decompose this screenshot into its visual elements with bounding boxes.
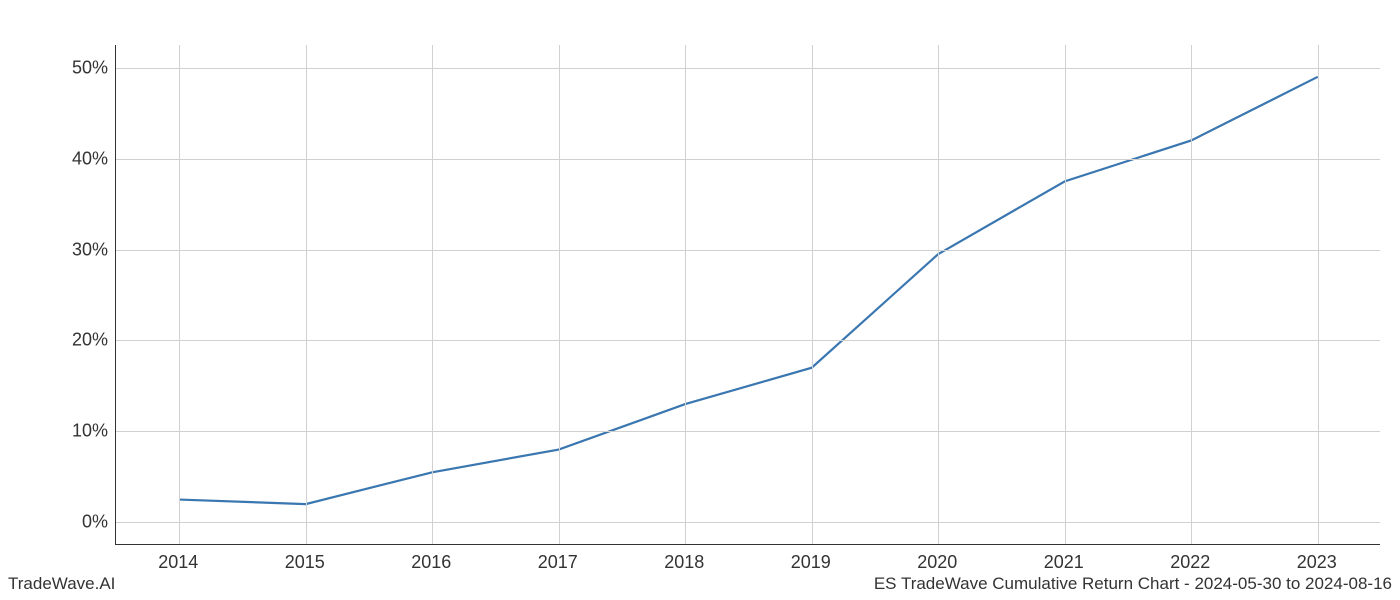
grid-line-vertical [432, 45, 433, 544]
plot-area [115, 45, 1380, 545]
x-tick-label: 2023 [1297, 552, 1337, 573]
grid-line-vertical [938, 45, 939, 544]
x-tick-label: 2017 [538, 552, 578, 573]
grid-line-vertical [812, 45, 813, 544]
y-tick-label: 50% [28, 57, 108, 78]
y-tick-label: 20% [28, 330, 108, 351]
grid-line-vertical [685, 45, 686, 544]
x-tick-label: 2019 [791, 552, 831, 573]
x-tick-label: 2015 [285, 552, 325, 573]
y-tick-label: 30% [28, 239, 108, 260]
x-tick-label: 2020 [917, 552, 957, 573]
grid-line-vertical [306, 45, 307, 544]
data-line [179, 77, 1318, 504]
grid-line-vertical [559, 45, 560, 544]
x-tick-label: 2016 [411, 552, 451, 573]
y-tick-label: 10% [28, 421, 108, 442]
grid-line-vertical [179, 45, 180, 544]
x-tick-label: 2014 [158, 552, 198, 573]
grid-line-vertical [1191, 45, 1192, 544]
y-tick-label: 0% [28, 512, 108, 533]
footer-right-text: ES TradeWave Cumulative Return Chart - 2… [874, 574, 1392, 594]
x-tick-label: 2018 [664, 552, 704, 573]
chart-container: TradeWave.AI ES TradeWave Cumulative Ret… [0, 0, 1400, 600]
grid-line-vertical [1065, 45, 1066, 544]
footer-left-text: TradeWave.AI [8, 574, 115, 594]
grid-line-vertical [1318, 45, 1319, 544]
x-tick-label: 2022 [1170, 552, 1210, 573]
x-tick-label: 2021 [1044, 552, 1084, 573]
y-tick-label: 40% [28, 148, 108, 169]
